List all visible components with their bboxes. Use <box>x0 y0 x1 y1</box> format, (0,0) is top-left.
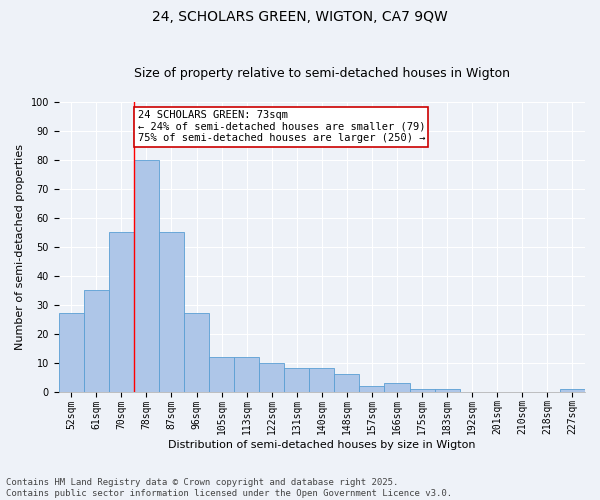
Bar <box>359 386 385 392</box>
Bar <box>560 388 585 392</box>
Bar <box>209 356 234 392</box>
Text: Contains HM Land Registry data © Crown copyright and database right 2025.
Contai: Contains HM Land Registry data © Crown c… <box>6 478 452 498</box>
Bar <box>109 232 134 392</box>
Bar <box>334 374 359 392</box>
Bar <box>309 368 334 392</box>
Text: 24, SCHOLARS GREEN, WIGTON, CA7 9QW: 24, SCHOLARS GREEN, WIGTON, CA7 9QW <box>152 10 448 24</box>
Bar <box>410 388 434 392</box>
Bar <box>134 160 159 392</box>
Bar <box>434 388 460 392</box>
Bar <box>259 362 284 392</box>
Bar <box>385 383 410 392</box>
Bar <box>84 290 109 392</box>
Title: Size of property relative to semi-detached houses in Wigton: Size of property relative to semi-detach… <box>134 66 510 80</box>
Bar <box>284 368 309 392</box>
Y-axis label: Number of semi-detached properties: Number of semi-detached properties <box>15 144 25 350</box>
Bar <box>184 313 209 392</box>
Bar <box>159 232 184 392</box>
Bar <box>234 356 259 392</box>
Bar <box>59 313 84 392</box>
Text: 24 SCHOLARS GREEN: 73sqm
← 24% of semi-detached houses are smaller (79)
75% of s: 24 SCHOLARS GREEN: 73sqm ← 24% of semi-d… <box>137 110 425 144</box>
X-axis label: Distribution of semi-detached houses by size in Wigton: Distribution of semi-detached houses by … <box>168 440 476 450</box>
